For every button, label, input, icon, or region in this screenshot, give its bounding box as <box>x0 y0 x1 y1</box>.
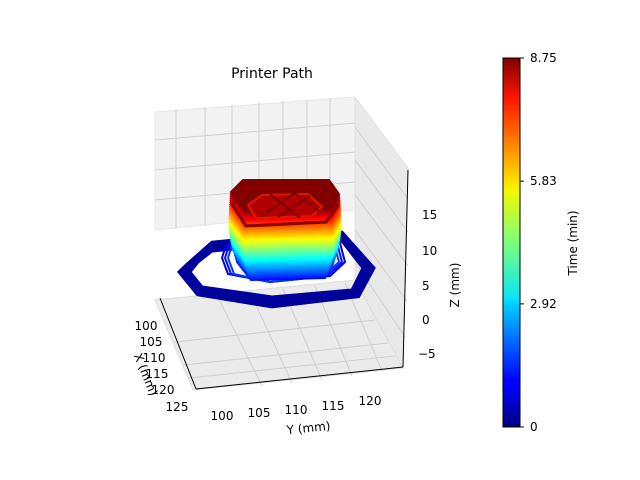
x-tick-label: 110 <box>143 351 166 365</box>
x-tick-label: 115 <box>146 367 169 381</box>
y-tick-label: 110 <box>285 403 308 417</box>
y-axis-line <box>195 366 404 390</box>
y-tick-label: 115 <box>322 399 345 413</box>
z-tick-label: 15 <box>422 208 437 222</box>
grid-line <box>188 355 396 379</box>
x-tick-label: 120 <box>152 383 175 397</box>
colorbar-tick-label: 0 <box>530 420 538 434</box>
z-tick-label: 0 <box>422 313 430 327</box>
x-tick-label: 105 <box>140 335 163 349</box>
top-rim <box>230 185 341 228</box>
z-axis-line <box>402 169 409 368</box>
colorbar-gradient <box>502 57 521 428</box>
grid-line <box>174 319 376 343</box>
grid-line <box>216 294 263 387</box>
z-tick-label: −5 <box>418 347 436 361</box>
colorbar-tick-label: 5.83 <box>530 174 557 188</box>
z-tick-label: 10 <box>422 244 437 258</box>
x-axis-line <box>159 297 197 390</box>
grid-line <box>354 194 409 267</box>
y-tick-labels: 100 105 110 115 120 <box>211 394 382 423</box>
infill-line <box>269 193 301 219</box>
grid-line <box>354 229 408 302</box>
axes-3d <box>154 95 409 391</box>
x-tick-label: 125 <box>166 400 189 414</box>
grid-line <box>354 126 409 200</box>
grid-line <box>154 151 356 171</box>
grid-line <box>354 159 409 233</box>
colorbar-tick-label: 2.92 <box>530 297 557 311</box>
x-tick-label: 100 <box>135 319 158 333</box>
colorbar-label: Time (min) <box>566 210 580 276</box>
infill-line <box>289 189 321 213</box>
colorbar: 0 2.92 5.83 8.75 Time (min) <box>502 51 580 434</box>
colorbar-ticks: 0 2.92 5.83 8.75 <box>520 51 557 434</box>
floor-pane <box>154 279 404 391</box>
grid-line <box>154 122 356 141</box>
x-tick-labels: 100 105 110 115 120 125 <box>135 319 189 414</box>
z-axis-label: Z (mm) <box>448 263 462 308</box>
infill-line <box>277 195 311 218</box>
colorbar-tick-label: 8.75 <box>530 51 557 65</box>
infill-line <box>261 191 297 217</box>
printer-path <box>176 179 376 309</box>
grid-line <box>183 342 389 366</box>
z-tick-labels: 15 10 5 0 −5 <box>418 208 437 361</box>
grid-line <box>249 291 293 384</box>
z-tick-label: 5 <box>422 279 430 293</box>
chart-title: Printer Path <box>231 66 313 82</box>
y-tick-label: 120 <box>359 394 382 408</box>
y-axis-label: Y (mm) <box>285 419 331 438</box>
y-tick-label: 100 <box>211 409 234 423</box>
y-tick-label: 105 <box>248 406 271 420</box>
